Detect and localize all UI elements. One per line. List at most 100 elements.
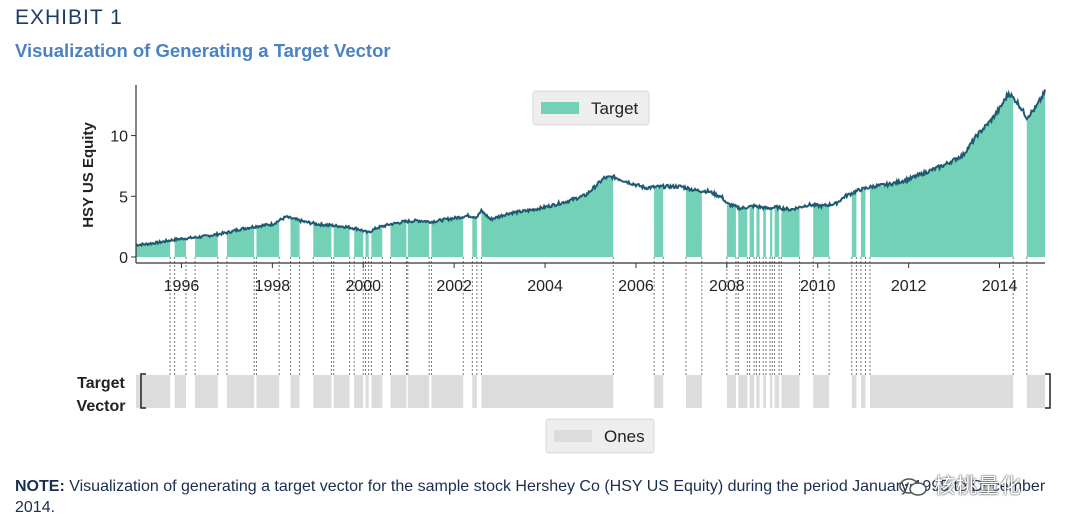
target-area <box>195 234 218 257</box>
x-tick-label: 2002 <box>436 278 472 295</box>
target-vector-bar <box>860 375 866 408</box>
target-vector-bar <box>685 375 702 408</box>
target-area <box>654 186 664 257</box>
note-text: Visualization of generating a target vec… <box>15 478 1046 516</box>
target-area <box>290 218 300 257</box>
y-tick-label: 0 <box>119 250 128 267</box>
target-area <box>313 223 332 257</box>
target-area <box>333 225 350 257</box>
target-area <box>354 228 364 257</box>
target-area <box>365 231 369 257</box>
y-tick-label: 5 <box>119 189 128 206</box>
legend-target: Target <box>532 90 650 126</box>
target-area <box>860 188 866 257</box>
target-vector-bar <box>770 375 773 408</box>
target-area <box>1026 91 1045 258</box>
x-tick-label: 2006 <box>618 278 654 295</box>
x-tick-label: 2010 <box>800 278 836 295</box>
vector-bracket-right <box>1045 373 1051 409</box>
target-vector-bar <box>756 375 760 408</box>
target-area <box>851 191 857 257</box>
target-vector-bar <box>749 375 755 408</box>
target-vector-bar <box>195 375 218 408</box>
x-tick-label: 1998 <box>255 278 291 295</box>
target-area <box>256 220 280 257</box>
x-tick-label: 2012 <box>891 278 927 295</box>
price-line <box>135 89 1046 248</box>
exhibit-label: EXHIBIT 1 <box>15 6 123 29</box>
chart-svg: 0 5 10 1996 1998 2000 2002 2004 2006 2008 2010 2012… <box>77 85 1051 454</box>
x-tick-label: 2008 <box>709 278 745 295</box>
target-vector-bar <box>774 375 780 408</box>
target-vector-bar <box>407 375 430 408</box>
target-vector-bar <box>472 375 477 408</box>
target-vector-bar <box>226 375 255 408</box>
watermark-text: 核桃量化 <box>934 474 1022 498</box>
target-vector-bar <box>813 375 830 408</box>
target-area <box>763 207 766 257</box>
target-vector-bar <box>371 375 383 408</box>
note-label: NOTE: <box>15 478 65 495</box>
target-area <box>407 220 430 257</box>
target-vector-bar <box>431 375 464 408</box>
target-vector-group <box>136 373 1051 409</box>
target-vector-bar <box>365 375 369 408</box>
chart-subtitle: Visualization of Generating a Target Vec… <box>15 40 391 61</box>
wechat-icon <box>899 478 927 496</box>
legend-target-swatch <box>541 102 579 114</box>
target-area <box>431 216 464 257</box>
y-tick-label: 10 <box>110 129 128 146</box>
target-vector-bar <box>256 375 280 408</box>
vector-bracket-left <box>140 373 146 409</box>
target-vector-bar <box>738 375 748 408</box>
legend-ones-box <box>545 418 655 454</box>
target-area <box>813 204 830 257</box>
target-vector-bar <box>781 375 800 408</box>
legend-ones: Ones <box>545 418 655 454</box>
target-area <box>481 176 614 257</box>
target-vector-label-line2: Vector <box>77 398 126 415</box>
target-vector-bar <box>870 375 1014 408</box>
target-area <box>371 226 383 257</box>
note: NOTE: Visualization of generating a targ… <box>15 476 1055 518</box>
connector-lines <box>169 257 1028 375</box>
target-vector-bar <box>313 375 332 408</box>
x-tick-label: 1996 <box>164 278 200 295</box>
target-area <box>174 238 186 257</box>
target-area <box>781 207 800 257</box>
legend-target-box <box>532 90 650 126</box>
legend-ones-swatch <box>554 430 592 442</box>
axes-group: 0 5 10 1996 1998 2000 2002 2004 2006 2008 2010 2012… <box>110 85 1045 295</box>
target-area <box>770 207 773 257</box>
target-area <box>390 221 407 257</box>
legend-target-label: Target <box>591 99 639 118</box>
target-vector-bar <box>1026 375 1045 408</box>
target-vector-bar <box>354 375 364 408</box>
target-area <box>870 93 1014 257</box>
target-area <box>738 207 748 257</box>
watermark: 核桃量化 <box>898 470 1022 500</box>
target-vector-label-line1: Target <box>77 375 125 392</box>
target-vector-bar <box>726 375 736 408</box>
x-tick-label: 2004 <box>527 278 563 295</box>
x-tick-label: 2000 <box>345 278 381 295</box>
target-area <box>756 206 760 257</box>
target-area <box>226 226 255 257</box>
target-vector-bar <box>174 375 186 408</box>
legend-ones-label: Ones <box>604 427 645 446</box>
x-tick-label: 2014 <box>982 278 1018 295</box>
target-vector-bar <box>851 375 857 408</box>
target-area-group <box>136 91 1045 258</box>
target-vector-bar <box>390 375 407 408</box>
y-axis-label: HSY US Equity <box>80 122 97 228</box>
target-area <box>685 187 702 257</box>
target-vector-bar <box>290 375 300 408</box>
target-vector-bar <box>654 375 664 408</box>
target-vector-bar <box>481 375 614 408</box>
target-area <box>726 203 736 257</box>
target-vector-bar <box>763 375 766 408</box>
target-area <box>472 216 477 257</box>
target-vector-bar <box>333 375 350 408</box>
target-area <box>749 206 755 257</box>
target-area <box>774 207 780 257</box>
